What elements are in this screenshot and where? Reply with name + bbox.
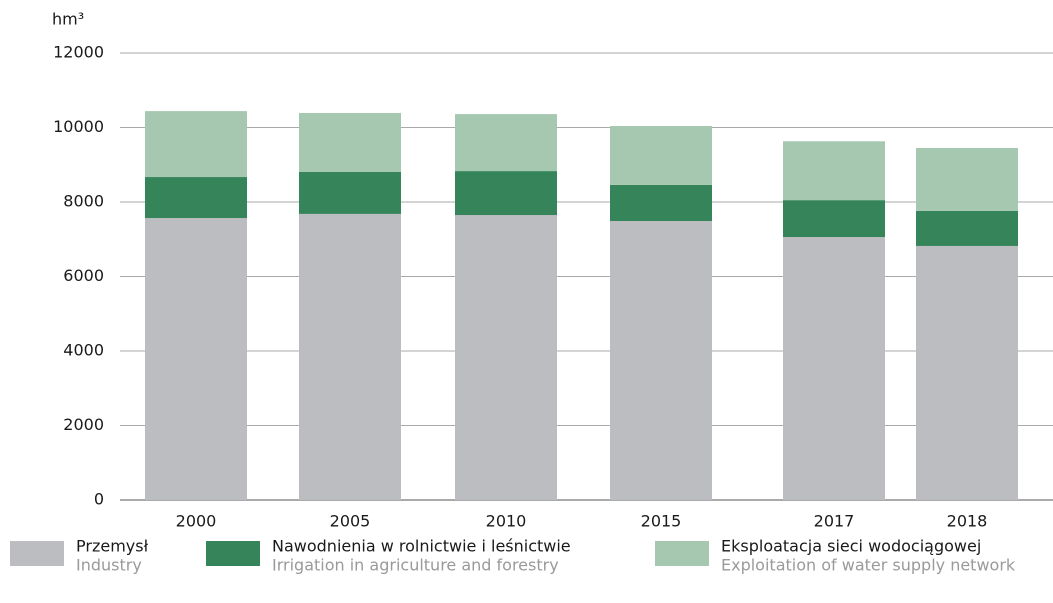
bar-segment [783,141,885,201]
legend-swatch [655,541,709,566]
x-tick-label: 2015 [641,512,682,531]
bar-segment [916,245,1018,500]
bar-segment [610,220,712,500]
legend-label: Eksploatacja sieci wodociągowej [721,537,981,556]
x-tick-label: 2000 [176,512,217,531]
bar-segment [610,184,712,221]
x-tick-label: 2017 [814,512,855,531]
y-tick-label: 6000 [63,266,104,285]
x-tick-label: 2018 [947,512,988,531]
bar-segment [299,171,401,214]
bar-segment [145,177,247,219]
y-tick-label: 10000 [53,117,104,136]
legend-swatch [206,541,260,566]
bar-segment [610,126,712,185]
bar-segment [916,210,1018,246]
x-tick-label: 2005 [330,512,371,531]
legend-sublabel: Irrigation in agriculture and forestry [272,556,559,575]
y-tick-label: 4000 [63,341,104,360]
bar-segment [299,213,401,501]
bar-segment [455,171,557,216]
bar-segment [455,215,557,500]
bar-segment [299,112,401,172]
bar-segment [783,200,885,238]
y-tick-label: 8000 [63,192,104,211]
legend-swatch [10,541,64,566]
y-tick-label: 12000 [53,43,104,62]
y-tick-label: 0 [94,490,104,509]
y-axis-label: hm³ [52,10,84,29]
bar-segment [145,218,247,500]
bar-segment [783,237,885,500]
legend-label: Nawodnienia w rolnictwie i leśnictwie [272,537,571,556]
legend-label: Przemysł [76,537,149,556]
legend-sublabel: Exploitation of water supply network [721,556,1016,575]
bar-segment [455,114,557,172]
bar-segment [145,111,247,178]
x-tick-label: 2010 [486,512,527,531]
y-tick-label: 2000 [63,415,104,434]
legend-sublabel: Industry [76,556,142,575]
bar-segment [916,147,1018,211]
